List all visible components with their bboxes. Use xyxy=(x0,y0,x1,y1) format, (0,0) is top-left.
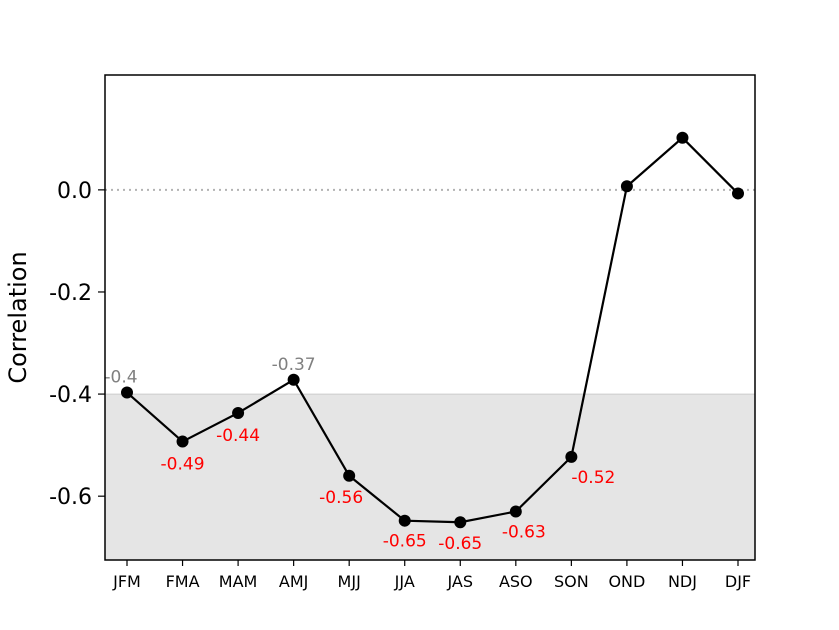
data-point xyxy=(732,187,744,200)
data-point xyxy=(287,373,300,386)
x-tick-label: JJA xyxy=(394,572,415,591)
data-point xyxy=(676,131,689,144)
data-label: -0.52 xyxy=(571,468,615,488)
x-tick-label: JAS xyxy=(446,572,473,591)
data-point xyxy=(232,406,245,419)
data-point xyxy=(176,435,189,448)
x-tick-label: MAM xyxy=(219,572,258,591)
x-tick-label: OND xyxy=(608,572,645,591)
data-point xyxy=(620,180,633,193)
y-tick-label: 0.0 xyxy=(57,179,92,204)
data-label: -0.56 xyxy=(319,488,363,508)
data-point xyxy=(509,505,522,518)
x-tick-label: ASO xyxy=(499,572,533,591)
data-point xyxy=(121,386,133,399)
data-label: -0.49 xyxy=(161,455,205,475)
data-label: -0.63 xyxy=(502,523,546,543)
data-labels: -0.4 -0.49 -0.44 -0.37 -0.56 -0.65 -0.65 -0.63 -… xyxy=(104,355,615,554)
y-tick-label: -0.4 xyxy=(49,383,92,408)
plot-frame xyxy=(104,74,756,561)
y-tick-label: -0.2 xyxy=(49,281,92,306)
x-tick-label: DJF xyxy=(725,572,751,591)
significance-shade xyxy=(105,394,755,560)
x-tick-label: SON xyxy=(554,572,589,591)
data-label: -0.65 xyxy=(438,534,482,554)
data-label: -0.37 xyxy=(272,355,316,375)
data-point xyxy=(454,516,467,529)
x-tick-label: FMA xyxy=(166,572,200,591)
x-tick-label: AMJ xyxy=(279,572,308,591)
data-label: -0.65 xyxy=(383,532,427,552)
y-axis-ticks: 0.0 -0.2 -0.4 -0.6 xyxy=(49,179,105,510)
data-point xyxy=(398,514,411,527)
data-point xyxy=(343,469,356,482)
y-axis-label: Correlation xyxy=(4,251,32,383)
data-point xyxy=(565,450,578,463)
data-points xyxy=(121,131,744,529)
data-label: -0.4 xyxy=(104,368,137,388)
x-axis-ticks: JFM FMA MAM AMJ MJJ JJA JAS ASO SON OND NDJ DJF xyxy=(112,560,751,591)
x-tick-label: JFM xyxy=(112,572,141,591)
data-label: -0.44 xyxy=(216,426,260,446)
series-line xyxy=(126,136,739,524)
x-tick-label: NDJ xyxy=(668,572,697,591)
y-tick-label: -0.6 xyxy=(49,485,92,510)
x-tick-label: MJJ xyxy=(338,572,361,591)
